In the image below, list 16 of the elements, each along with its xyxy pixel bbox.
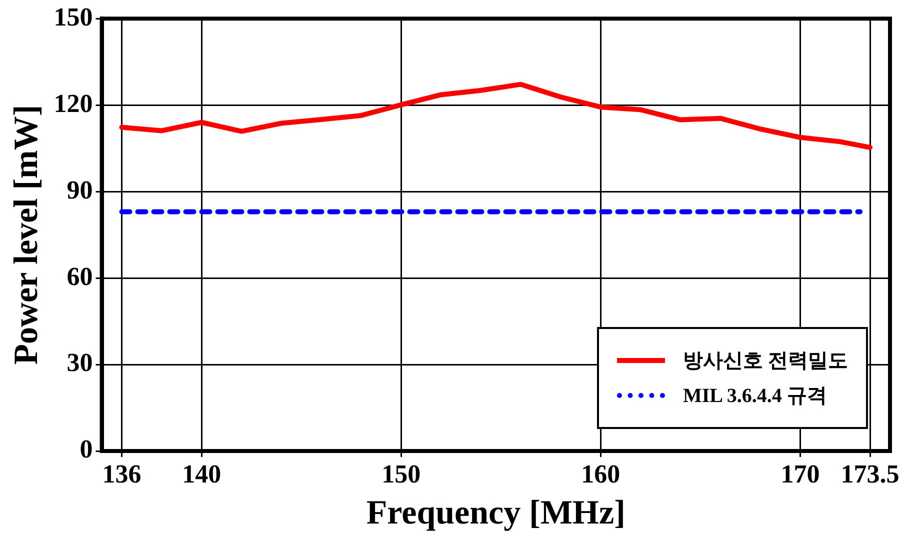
- x-axis-title: Frequency [MHz]: [366, 494, 626, 532]
- x-tick-label: 136: [102, 459, 142, 488]
- legend-label: MIL 3.6.4.4 규격: [683, 384, 827, 409]
- y-tick-label: 0: [80, 434, 93, 464]
- x-tick-label: 170: [780, 459, 820, 488]
- x-tick-label: 173.5: [840, 459, 900, 488]
- legend-label: 방사신호 전력밀도: [683, 349, 848, 374]
- y-tick-label: 60: [66, 262, 93, 291]
- y-tick-label: 30: [66, 348, 93, 378]
- y-tick-label: 90: [66, 175, 93, 204]
- x-tick-label: 140: [182, 459, 222, 488]
- y-tick-label: 150: [54, 2, 93, 32]
- x-tick-label: 150: [382, 459, 421, 488]
- y-tick-label: 120: [54, 88, 93, 118]
- y-axis-title: Power level [mW]: [8, 104, 46, 365]
- x-tick-label: 160: [581, 459, 620, 488]
